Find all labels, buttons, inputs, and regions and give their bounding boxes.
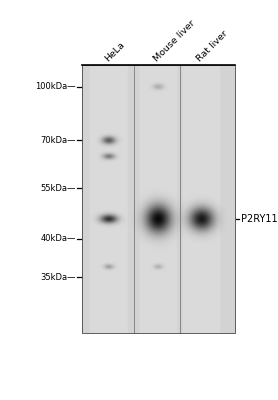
Text: 40kDa—: 40kDa— <box>40 234 76 244</box>
Text: Mouse liver: Mouse liver <box>152 18 197 64</box>
Text: 70kDa—: 70kDa— <box>40 136 76 145</box>
Text: 35kDa—: 35kDa— <box>40 273 76 282</box>
Text: P2RY11: P2RY11 <box>240 214 277 224</box>
Text: 100kDa—: 100kDa— <box>35 82 76 91</box>
Bar <box>82 65 235 333</box>
Text: Rat liver: Rat liver <box>195 29 230 64</box>
Text: 55kDa—: 55kDa— <box>40 184 76 193</box>
Text: HeLa: HeLa <box>103 40 126 64</box>
